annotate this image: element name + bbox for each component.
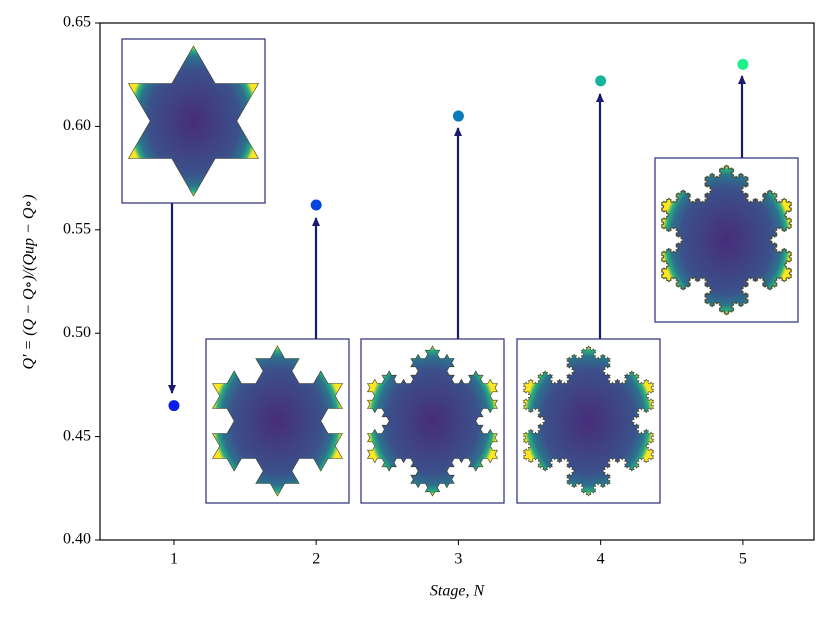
insets [121,38,799,504]
y-tick-label: 0.45 [63,427,91,444]
snowflake [127,45,260,197]
x-tick-label: 4 [597,551,605,568]
point [737,58,749,70]
x-tick-label: 2 [312,551,320,568]
point [310,199,322,211]
plot-frame [99,22,815,541]
point [452,110,464,122]
snowflake [660,164,793,316]
point [595,75,607,87]
x-axis-label: Stage, N [430,583,486,600]
point [168,400,180,412]
y-tick-label: 0.50 [63,324,91,341]
snowflake [522,345,655,497]
y-tick-label: 0.40 [63,531,91,548]
snowflake [366,345,499,497]
y-tick-label: 0.55 [63,220,91,237]
snowflake [211,345,344,497]
x-tick-label: 1 [170,551,178,568]
y-tick-label: 0.65 [63,14,91,31]
y-axis-label: Q′ = (Q − Q∘)/(Qup − Q∘) [21,194,38,369]
x-tick-label: 3 [454,551,462,568]
x-tick-label: 5 [739,551,747,568]
y-tick-label: 0.60 [63,117,91,134]
